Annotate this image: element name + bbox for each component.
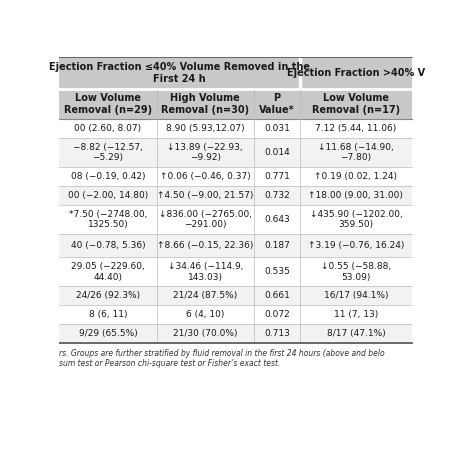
- Text: 29.05 (−229.60,
44.40): 29.05 (−229.60, 44.40): [71, 262, 145, 282]
- Bar: [59, 119, 156, 138]
- Text: Ejection Fraction >40% V: Ejection Fraction >40% V: [287, 68, 425, 78]
- Bar: [59, 205, 156, 234]
- Bar: [59, 89, 156, 119]
- Text: −8.82 (−12.57,
−5.29): −8.82 (−12.57, −5.29): [73, 143, 143, 162]
- Bar: [300, 186, 412, 205]
- Text: 0.031: 0.031: [264, 124, 290, 133]
- Bar: [59, 57, 300, 89]
- Bar: [300, 234, 412, 257]
- Bar: [300, 286, 412, 305]
- Bar: [300, 57, 412, 89]
- Text: 11 (7, 13): 11 (7, 13): [334, 310, 378, 319]
- Bar: [254, 257, 300, 286]
- Bar: [59, 305, 156, 324]
- Bar: [156, 257, 254, 286]
- Text: 6 (4, 10): 6 (4, 10): [186, 310, 225, 319]
- Text: ↑4.50 (−9.00, 21.57): ↑4.50 (−9.00, 21.57): [157, 191, 254, 200]
- Text: 8/17 (47.1%): 8/17 (47.1%): [327, 329, 385, 338]
- Bar: [156, 286, 254, 305]
- Bar: [156, 138, 254, 167]
- Text: 0.187: 0.187: [264, 241, 290, 250]
- Text: 21/30 (70.0%): 21/30 (70.0%): [173, 329, 237, 338]
- Bar: [254, 167, 300, 186]
- Bar: [300, 167, 412, 186]
- Bar: [156, 89, 254, 119]
- Bar: [254, 186, 300, 205]
- Bar: [300, 119, 412, 138]
- Bar: [254, 234, 300, 257]
- Text: 0.643: 0.643: [264, 215, 290, 224]
- Text: ↑8.66 (−0.15, 22.36): ↑8.66 (−0.15, 22.36): [157, 241, 254, 250]
- Bar: [59, 257, 156, 286]
- Text: 24/26 (92.3%): 24/26 (92.3%): [76, 292, 140, 301]
- Bar: [254, 324, 300, 343]
- Bar: [300, 89, 412, 119]
- Bar: [59, 167, 156, 186]
- Text: rs. Groups are further stratified by fluid removal in the first 24 hours (above : rs. Groups are further stratified by flu…: [59, 349, 385, 368]
- Text: 00 (−2.00, 14.80): 00 (−2.00, 14.80): [68, 191, 148, 200]
- Text: 9/29 (65.5%): 9/29 (65.5%): [79, 329, 137, 338]
- Bar: [254, 119, 300, 138]
- Bar: [156, 234, 254, 257]
- Text: Ejection Fraction ≤40% Volume Removed in the
First 24 h: Ejection Fraction ≤40% Volume Removed in…: [49, 62, 310, 84]
- Text: 0.771: 0.771: [264, 172, 290, 181]
- Text: 0.014: 0.014: [264, 148, 290, 157]
- Bar: [254, 205, 300, 234]
- Text: ↑0.19 (0.02, 1.24): ↑0.19 (0.02, 1.24): [314, 172, 397, 181]
- Bar: [254, 305, 300, 324]
- Bar: [156, 186, 254, 205]
- Text: 7.12 (5.44, 11.06): 7.12 (5.44, 11.06): [315, 124, 397, 133]
- Bar: [156, 324, 254, 343]
- Bar: [156, 305, 254, 324]
- Text: P
Value*: P Value*: [259, 93, 295, 115]
- Bar: [300, 324, 412, 343]
- Text: 8.90 (5.93,12.07): 8.90 (5.93,12.07): [166, 124, 245, 133]
- Text: *7.50 (−2748.00,
1325.50): *7.50 (−2748.00, 1325.50): [69, 210, 147, 229]
- Text: ↑3.19 (−0.76, 16.24): ↑3.19 (−0.76, 16.24): [308, 241, 404, 250]
- Text: 0.661: 0.661: [264, 292, 290, 301]
- Text: ↑0.06 (−0.46, 0.37): ↑0.06 (−0.46, 0.37): [160, 172, 251, 181]
- Bar: [59, 138, 156, 167]
- Bar: [156, 205, 254, 234]
- Text: ↓836.00 (−2765.00,
−291.00): ↓836.00 (−2765.00, −291.00): [159, 210, 252, 229]
- Text: Low Volume
Removal (n=29): Low Volume Removal (n=29): [64, 93, 152, 115]
- Bar: [300, 257, 412, 286]
- Text: ↓0.55 (−58.88,
53.09): ↓0.55 (−58.88, 53.09): [321, 262, 391, 282]
- Bar: [156, 167, 254, 186]
- Bar: [300, 205, 412, 234]
- Bar: [254, 286, 300, 305]
- Bar: [59, 234, 156, 257]
- Text: ↓11.68 (−14.90,
−7.80): ↓11.68 (−14.90, −7.80): [318, 143, 394, 162]
- Text: 0.713: 0.713: [264, 329, 290, 338]
- Text: ↑18.00 (9.00, 31.00): ↑18.00 (9.00, 31.00): [309, 191, 403, 200]
- Text: 16/17 (94.1%): 16/17 (94.1%): [324, 292, 388, 301]
- Bar: [59, 186, 156, 205]
- Bar: [300, 305, 412, 324]
- Text: 0.535: 0.535: [264, 267, 290, 276]
- Text: 21/24 (87.5%): 21/24 (87.5%): [173, 292, 237, 301]
- Text: High Volume
Removal (n=30): High Volume Removal (n=30): [161, 93, 249, 115]
- Text: ↓13.89 (−22.93,
−9.92): ↓13.89 (−22.93, −9.92): [167, 143, 243, 162]
- Text: 08 (−0.19, 0.42): 08 (−0.19, 0.42): [71, 172, 145, 181]
- Bar: [59, 324, 156, 343]
- Bar: [254, 138, 300, 167]
- Bar: [156, 119, 254, 138]
- Text: 0.072: 0.072: [264, 310, 290, 319]
- Text: ↓435.90 (−1202.00,
359.50): ↓435.90 (−1202.00, 359.50): [310, 210, 402, 229]
- Bar: [59, 286, 156, 305]
- Text: ↓34.46 (−114.9,
143.03): ↓34.46 (−114.9, 143.03): [167, 262, 243, 282]
- Text: 8 (6, 11): 8 (6, 11): [89, 310, 127, 319]
- Text: 0.732: 0.732: [264, 191, 290, 200]
- Bar: [254, 89, 300, 119]
- Text: Low Volume
Removal (n=17): Low Volume Removal (n=17): [312, 93, 400, 115]
- Bar: [300, 138, 412, 167]
- Text: 00 (2.60, 8.07): 00 (2.60, 8.07): [74, 124, 141, 133]
- Text: 40 (−0.78, 5.36): 40 (−0.78, 5.36): [71, 241, 145, 250]
